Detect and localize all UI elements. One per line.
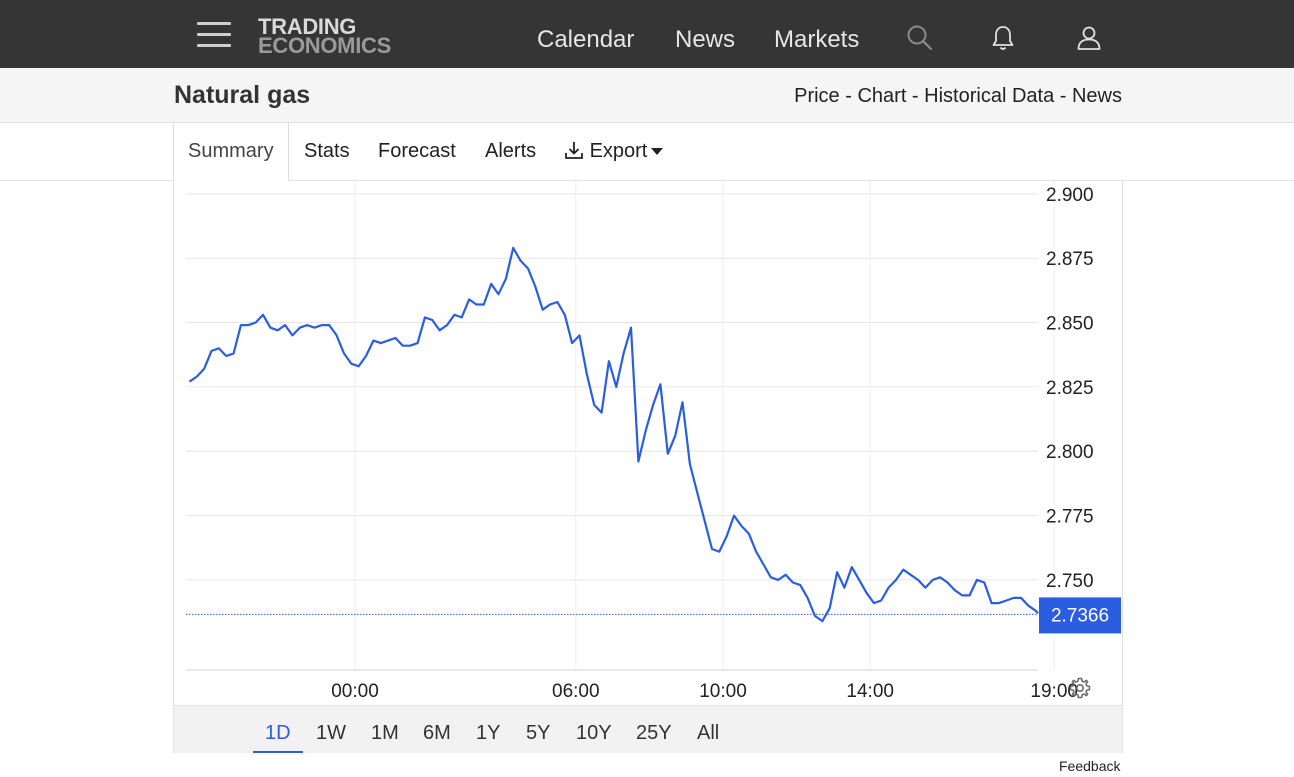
- last-price-badge: 2.7366: [1039, 597, 1121, 634]
- last-price-value: 2.7366: [1051, 605, 1109, 626]
- range-25y[interactable]: 25Y: [636, 722, 672, 744]
- y-tick-label: 2.875: [1046, 249, 1094, 270]
- range-selector: [174, 705, 1122, 753]
- tab-forecast[interactable]: Forecast: [378, 140, 456, 162]
- tab-stats[interactable]: Stats: [304, 140, 350, 162]
- active-range-indicator: [253, 751, 303, 753]
- y-tick-label: 2.850: [1046, 314, 1094, 335]
- range-all[interactable]: All: [697, 722, 720, 744]
- tab-alerts[interactable]: Alerts: [485, 140, 537, 162]
- x-tick-label: 10:00: [699, 681, 747, 702]
- crumb-separator: -: [1054, 85, 1072, 107]
- crumb-price[interactable]: Price: [794, 85, 840, 107]
- last-price-badge-bg: [1039, 597, 1121, 634]
- range-1m[interactable]: 1M: [371, 722, 399, 744]
- nav-link-markets[interactable]: Markets: [774, 26, 860, 53]
- y-axis-tick-labels: 2.900 2.875 2.850 2.825 2.800 2.775 2.750: [1046, 185, 1094, 592]
- chart-gridlines-horizontal: [186, 193, 1038, 581]
- logo-line-2: ECONOMICS: [258, 33, 391, 58]
- crumb-historical-data[interactable]: Historical Data: [924, 85, 1055, 107]
- range-5y[interactable]: 5Y: [526, 722, 551, 744]
- download-icon: [565, 142, 583, 159]
- hamburger-icon[interactable]: [197, 22, 231, 50]
- crumb-news[interactable]: News: [1071, 85, 1122, 107]
- x-tick-label: 19:00: [1030, 681, 1078, 702]
- bell-icon[interactable]: [989, 24, 1017, 52]
- price-chart[interactable]: 2.900 2.875 2.850 2.825 2.800 2.775 2.750 00:0…: [174, 181, 1122, 705]
- gear-icon[interactable]: [1068, 676, 1092, 700]
- export-label: Export: [589, 140, 648, 162]
- site-logo[interactable]: TRADING ECONOMICS: [258, 14, 391, 58]
- tab-summary[interactable]: Summary: [173, 123, 289, 181]
- y-tick-label: 2.900: [1046, 185, 1094, 206]
- x-tick-label: 14:00: [846, 681, 894, 702]
- range-10y[interactable]: 10Y: [576, 722, 612, 744]
- user-icon[interactable]: [1075, 24, 1103, 52]
- y-tick-label: 2.775: [1046, 507, 1094, 528]
- feedback-link[interactable]: Feedback: [1059, 758, 1121, 774]
- nav-link-news[interactable]: News: [675, 26, 736, 53]
- y-tick-label: 2.750: [1046, 571, 1094, 592]
- crumb-chart[interactable]: Chart: [857, 85, 907, 107]
- crumb-separator: -: [906, 85, 925, 107]
- page-title: Natural gas: [174, 81, 311, 109]
- range-1w[interactable]: 1W: [316, 722, 346, 744]
- logo-line-1: TRADING: [258, 14, 357, 39]
- page-header-bar: [0, 68, 1294, 123]
- chevron-down-icon: [651, 148, 664, 156]
- tab-export[interactable]: Export: [564, 123, 664, 180]
- range-6m[interactable]: 6M: [423, 722, 451, 744]
- range-1d[interactable]: 1D: [265, 722, 291, 744]
- price-series-line: [188, 246, 1039, 623]
- chart-card: 2.900 2.875 2.850 2.825 2.800 2.775 2.750 00:0…: [173, 181, 1123, 753]
- search-icon[interactable]: [906, 24, 934, 52]
- x-tick-label: 06:00: [552, 681, 600, 702]
- x-tick-label: 00:00: [331, 681, 379, 702]
- range-1y[interactable]: 1Y: [476, 722, 501, 744]
- crumb-separator: -: [839, 85, 858, 107]
- breadcrumb: Price - Chart - Historical Data - News: [794, 85, 1122, 108]
- y-tick-label: 2.800: [1046, 442, 1094, 463]
- chart-gridlines-vertical: [354, 181, 1055, 670]
- y-tick-label: 2.825: [1046, 378, 1094, 399]
- x-axis-tick-labels: 00:00 06:00 10:00 14:00 19:00: [331, 681, 1078, 702]
- nav-link-calendar[interactable]: Calendar: [537, 26, 635, 53]
